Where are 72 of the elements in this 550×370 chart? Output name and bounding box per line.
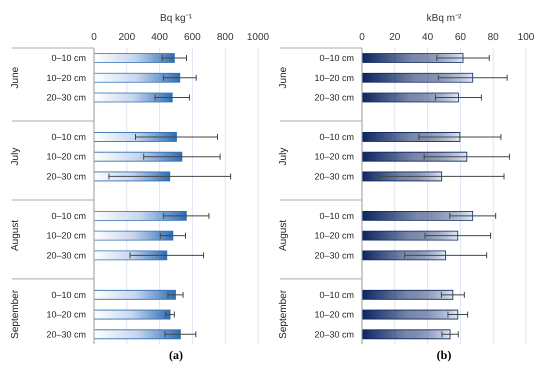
bar [94,210,187,221]
bar [94,72,180,83]
y-tick-label: 10–20 cm [46,152,86,162]
y-tick-label: 10–20 cm [314,152,354,162]
text: (a) [168,348,184,363]
bar [94,250,168,260]
y-tick-label: 10–20 cm [46,230,86,241]
bar [362,172,442,182]
text: June [10,66,21,88]
text: August [278,220,289,252]
bar [94,290,176,300]
y-tick-label: 20–30 cm [46,329,86,340]
bar [362,250,446,260]
x-tick-label: 1000 [246,32,270,43]
y-tick-label: 0–10 cm [51,210,86,221]
y-tick-label: 20–30 cm [314,92,354,103]
x-tick-label: 20 [389,32,401,43]
text: August [10,220,21,252]
x-tick-label: 40 [422,32,434,43]
bar [94,152,182,162]
bar [362,152,468,162]
y-tick-label: 0–10 cm [319,210,354,221]
y-tick-label: 10–20 cm [314,72,354,83]
bar [94,230,174,241]
x-tick-label: 0 [359,32,366,43]
bar [362,210,474,221]
y-tick-label: 0–10 cm [51,132,86,142]
y-tick-label: 20–30 cm [314,329,354,340]
bar [362,230,458,241]
y-tick-label: 10–20 cm [314,310,354,320]
bar [94,53,175,63]
x-tick-label: 80 [488,32,500,43]
text: (b) [436,348,452,363]
x-axis-title: kBq m⁻² [426,13,462,24]
x-tick-label: 0 [91,32,98,43]
bar [94,329,181,340]
x-tick-label: 600 [184,32,202,43]
y-tick-label: 20–30 cm [46,250,86,260]
y-tick-label: 10–20 cm [314,230,354,241]
bar [362,53,464,63]
y-tick-label: 0–10 cm [319,132,354,142]
bar [362,72,474,83]
bar [94,132,177,142]
y-tick-label: 0–10 cm [319,290,354,300]
y-tick-label: 0–10 cm [51,290,86,300]
y-tick-label: 20–30 cm [46,171,86,182]
y-tick-label: 10–20 cm [46,72,86,83]
x-axis-title: Bq kg⁻¹ [160,13,193,24]
bar [362,132,460,142]
y-tick-label: 10–20 cm [46,310,86,320]
text: July [278,148,289,166]
text: September [278,289,289,339]
y-tick-label: 20–30 cm [314,171,354,182]
bar [362,92,459,102]
x-tick-label: 200 [118,32,136,43]
bar [94,172,170,182]
x-tick-label: 400 [151,32,168,43]
x-tick-label: 60 [454,32,466,43]
text: July [10,148,21,166]
y-tick-label: 20–30 cm [46,92,86,103]
bar [94,92,173,102]
text: September [10,289,21,339]
bar [94,310,170,320]
bar [362,329,450,340]
x-tick-label: 800 [216,32,234,43]
bar [362,290,454,300]
y-tick-label: 0–10 cm [319,53,354,64]
bar [362,310,458,320]
text: June [278,66,289,88]
x-tick-label: 100 [518,32,535,43]
y-tick-label: 20–30 cm [314,250,354,260]
y-tick-label: 0–10 cm [51,53,86,64]
